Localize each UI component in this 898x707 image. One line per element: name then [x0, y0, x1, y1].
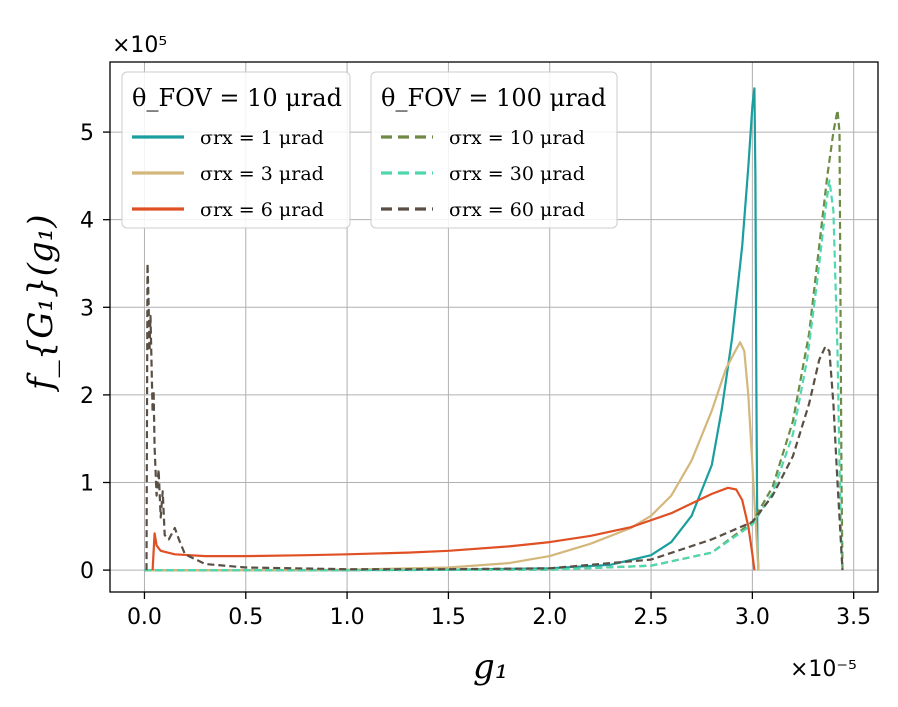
legend-title: θ_FOV = 100 μrad — [381, 84, 606, 112]
x-axis: 0.0 0.5 1.0 1.5 2.0 2.5 3.0 3.5 — [127, 592, 871, 630]
legend-theta-10: θ_FOV = 10 μrad σrx = 1 μrad σrx = 3 μrad… — [121, 71, 351, 229]
x-tick-label: 1.0 — [330, 605, 365, 630]
legend-title: θ_FOV = 10 μrad — [132, 84, 342, 112]
y-tick-label: 1 — [80, 471, 94, 496]
y-tick-label: 2 — [80, 384, 94, 409]
y-multiplier: ×10⁵ — [112, 33, 167, 58]
x-multiplier: ×10⁻⁵ — [790, 657, 857, 682]
plot-frame — [109, 61, 879, 593]
series-line — [151, 486, 756, 571]
legend-label: σrx = 1 μrad — [200, 127, 324, 149]
y-tick-label: 4 — [80, 209, 94, 234]
legend-box — [370, 71, 618, 229]
x-axis-label: g₁ — [473, 647, 508, 687]
x-tick-label: 2.0 — [532, 605, 567, 630]
x-tick-label: 3.5 — [836, 605, 871, 630]
y-axis: 0 1 2 3 4 5 — [80, 121, 110, 584]
y-tick-label: 0 — [80, 559, 94, 584]
x-tick-label: 2.5 — [634, 605, 669, 630]
y-axis-label: f_{G₁}(g₁) — [21, 214, 61, 393]
x-tick-label: 0.0 — [127, 605, 162, 630]
y-tick-label: 3 — [80, 296, 94, 321]
legend-label: σrx = 30 μrad — [449, 163, 585, 185]
legend-box — [121, 71, 351, 229]
legend-label: σrx = 60 μrad — [449, 199, 585, 221]
y-tick-label: 5 — [80, 121, 94, 146]
series-layer — [144, 87, 844, 572]
series-line — [144, 179, 844, 572]
legend-label: σrx = 6 μrad — [200, 199, 324, 221]
series-line — [144, 109, 844, 572]
legend-label: σrx = 10 μrad — [449, 127, 585, 149]
series-line — [144, 341, 760, 572]
x-tick-label: 1.5 — [431, 605, 466, 630]
x-tick-label: 3.0 — [735, 605, 770, 630]
legend-theta-100: θ_FOV = 100 μrad σrx = 10 μrad σrx = 30 μ… — [370, 71, 618, 229]
x-tick-label: 0.5 — [228, 605, 263, 630]
series-line — [145, 262, 844, 571]
legend-label: σrx = 3 μrad — [200, 163, 324, 185]
